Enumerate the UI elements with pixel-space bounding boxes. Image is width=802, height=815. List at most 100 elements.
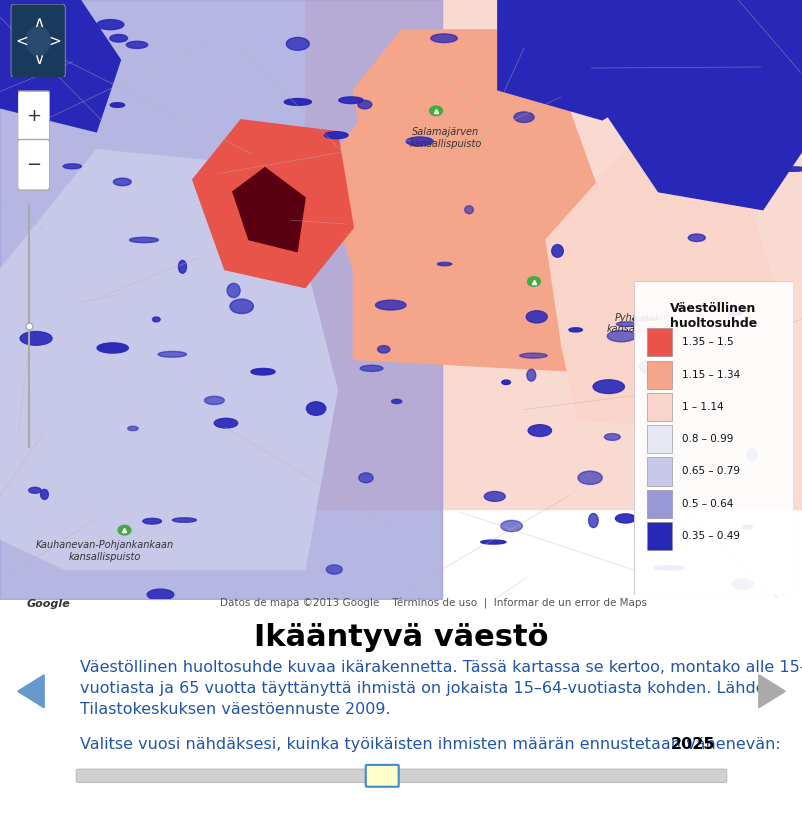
Ellipse shape	[205, 396, 224, 404]
Ellipse shape	[251, 368, 274, 375]
Ellipse shape	[711, 6, 737, 19]
Ellipse shape	[614, 513, 635, 523]
Ellipse shape	[631, 27, 644, 37]
Ellipse shape	[80, 49, 92, 52]
Ellipse shape	[464, 205, 472, 214]
Ellipse shape	[214, 418, 237, 428]
Text: Valitse vuosi nähdäksesi, kuinka työikäisten ihmisten määrän ennustetaan vähenev: Valitse vuosi nähdäksesi, kuinka työikäi…	[80, 738, 785, 752]
Text: −: −	[26, 156, 41, 174]
Circle shape	[527, 277, 540, 286]
Text: 0.35 – 0.49: 0.35 – 0.49	[681, 531, 739, 541]
FancyBboxPatch shape	[76, 769, 726, 782]
Ellipse shape	[63, 164, 81, 169]
Polygon shape	[0, 0, 120, 132]
Ellipse shape	[593, 108, 603, 112]
Text: Kauhanevan-Pohjankankaan
kansallispuisto: Kauhanevan-Pohjankankaan kansallispuisto	[35, 540, 173, 562]
Ellipse shape	[375, 300, 406, 310]
Ellipse shape	[41, 489, 48, 500]
Ellipse shape	[143, 518, 161, 524]
Ellipse shape	[528, 425, 551, 436]
Ellipse shape	[113, 178, 131, 186]
Ellipse shape	[29, 487, 41, 493]
FancyBboxPatch shape	[18, 91, 50, 142]
Text: ∧: ∧	[33, 15, 43, 30]
Ellipse shape	[229, 299, 253, 314]
Text: >: >	[49, 33, 61, 48]
Ellipse shape	[500, 521, 521, 531]
Polygon shape	[18, 675, 44, 707]
FancyBboxPatch shape	[646, 328, 671, 356]
Ellipse shape	[551, 244, 562, 258]
Circle shape	[429, 106, 442, 116]
Ellipse shape	[501, 380, 510, 385]
Ellipse shape	[286, 37, 309, 51]
Polygon shape	[602, 0, 802, 209]
Ellipse shape	[727, 306, 743, 315]
Ellipse shape	[525, 311, 546, 323]
Ellipse shape	[126, 42, 148, 48]
Ellipse shape	[391, 399, 401, 403]
Ellipse shape	[20, 332, 52, 346]
Text: ∨: ∨	[33, 51, 43, 67]
Polygon shape	[758, 675, 784, 707]
Ellipse shape	[358, 473, 373, 482]
FancyBboxPatch shape	[646, 360, 671, 389]
Ellipse shape	[519, 353, 546, 358]
FancyBboxPatch shape	[646, 425, 671, 453]
Ellipse shape	[588, 513, 597, 527]
Ellipse shape	[577, 471, 602, 484]
Text: 0.8 – 0.99: 0.8 – 0.99	[681, 434, 732, 444]
Ellipse shape	[514, 77, 532, 82]
Text: Pyhä-Häkin
kansallispuisto: Pyhä-Häkin kansallispuisto	[606, 313, 678, 334]
Ellipse shape	[152, 317, 160, 322]
Ellipse shape	[178, 260, 186, 273]
Polygon shape	[353, 30, 521, 192]
Ellipse shape	[513, 112, 533, 122]
Ellipse shape	[604, 434, 619, 440]
Ellipse shape	[742, 526, 751, 529]
Text: 0.5 – 0.64: 0.5 – 0.64	[681, 499, 732, 509]
Ellipse shape	[172, 518, 196, 522]
Polygon shape	[192, 120, 353, 288]
Polygon shape	[321, 72, 626, 372]
Ellipse shape	[158, 351, 186, 357]
Text: 2025: 2025	[670, 738, 714, 752]
Ellipse shape	[377, 346, 390, 353]
FancyBboxPatch shape	[11, 4, 65, 77]
FancyBboxPatch shape	[646, 522, 671, 550]
FancyBboxPatch shape	[18, 139, 50, 190]
Ellipse shape	[687, 234, 704, 241]
Text: 1.35 – 1.5: 1.35 – 1.5	[681, 337, 732, 347]
Ellipse shape	[674, 140, 699, 149]
Ellipse shape	[324, 132, 347, 139]
Ellipse shape	[338, 97, 363, 104]
Ellipse shape	[658, 57, 668, 67]
Polygon shape	[497, 0, 722, 120]
Text: Google: Google	[26, 599, 70, 609]
Text: 1.15 – 1.34: 1.15 – 1.34	[681, 370, 739, 380]
FancyBboxPatch shape	[365, 765, 398, 786]
Text: Ikääntyvä väestö: Ikääntyvä väestö	[254, 623, 548, 652]
Ellipse shape	[731, 579, 752, 589]
Ellipse shape	[632, 318, 658, 320]
Ellipse shape	[406, 137, 432, 146]
FancyBboxPatch shape	[634, 281, 792, 595]
Ellipse shape	[110, 34, 128, 42]
Ellipse shape	[484, 491, 504, 501]
Ellipse shape	[128, 426, 138, 430]
Ellipse shape	[659, 117, 671, 126]
Ellipse shape	[593, 380, 624, 394]
Ellipse shape	[614, 15, 633, 20]
Ellipse shape	[431, 34, 456, 42]
Text: Salamajärven
kansallispuisto: Salamajärven kansallispuisto	[409, 127, 481, 148]
Text: <: <	[15, 33, 27, 48]
Text: Väestöllinen huoltosuhde kuvaa ikärakennetta. Tässä kartassa se kertoo, montako : Väestöllinen huoltosuhde kuvaa ikärakenn…	[80, 660, 802, 717]
Circle shape	[118, 526, 131, 535]
Ellipse shape	[638, 361, 652, 372]
Polygon shape	[233, 168, 305, 252]
Ellipse shape	[326, 565, 342, 574]
Text: Väestöllinen
huoltosuhde: Väestöllinen huoltosuhde	[669, 302, 756, 329]
Ellipse shape	[606, 330, 635, 341]
Ellipse shape	[97, 343, 128, 353]
Ellipse shape	[590, 15, 605, 23]
